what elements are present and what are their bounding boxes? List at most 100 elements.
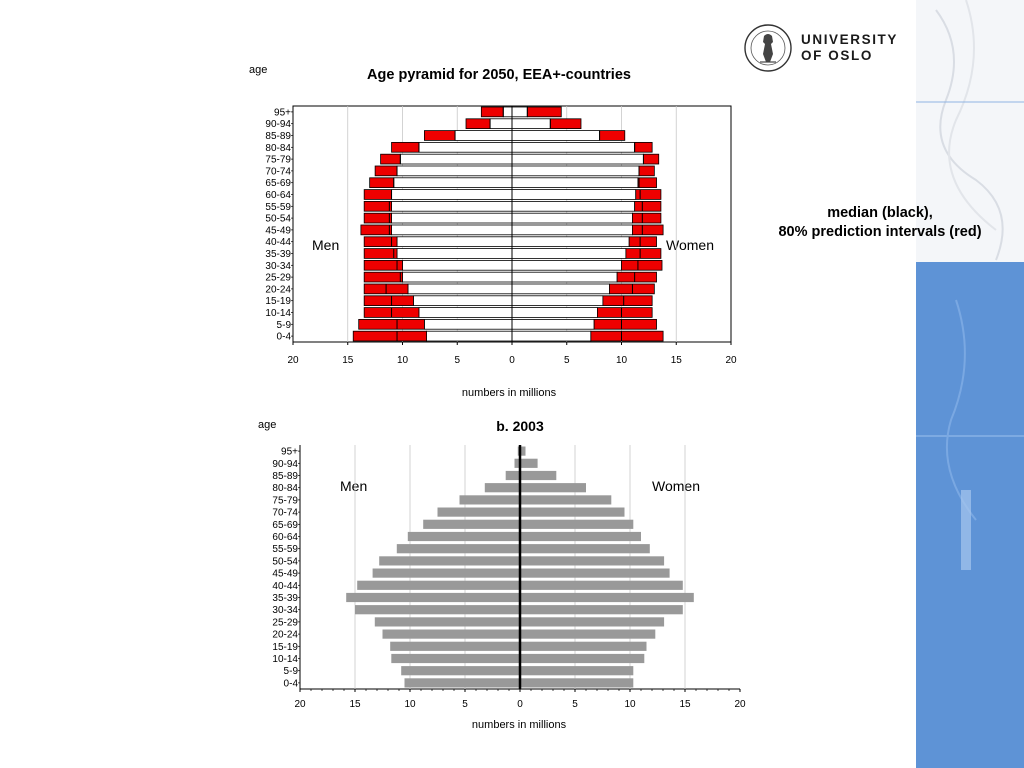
- x-tick-label: 5: [454, 355, 460, 366]
- chart-title: b. 2003: [496, 418, 544, 434]
- men-bar-70-74: [437, 507, 520, 517]
- women-bar-80-84: [520, 483, 586, 493]
- x-axis-label: numbers in millions: [462, 387, 557, 399]
- men-interval-15-19: [363, 295, 414, 306]
- x-tick-label: 20: [725, 355, 737, 366]
- x-tick-label: 20: [287, 355, 299, 366]
- men-interval-50-54: [363, 212, 392, 224]
- age-group-label: 25-29: [265, 273, 291, 284]
- age-group-label: 55-59: [265, 202, 291, 213]
- women-interval-20-24: [609, 283, 655, 295]
- men-label: Men: [340, 478, 367, 494]
- logo-line-1: UNIVERSITY: [801, 32, 899, 47]
- x-tick-label: 5: [564, 355, 570, 366]
- men-interval-40-44: [363, 236, 398, 248]
- women-bar-10-14: [520, 653, 645, 664]
- age-group-label: 30-34: [265, 261, 291, 272]
- men-bar-25-29: [374, 617, 520, 627]
- age-group-label: 60-64: [272, 532, 298, 543]
- age-group-label: 25-29: [272, 617, 298, 628]
- age-group-label: 40-44: [272, 581, 298, 592]
- men-bar-85-89: [505, 470, 520, 481]
- age-group-label: 70-74: [265, 166, 291, 177]
- women-interval-30-34: [621, 259, 663, 271]
- men-bar-65-69: [423, 519, 520, 529]
- age-group-label: 65-69: [272, 520, 298, 531]
- women-bar-15-19: [520, 641, 647, 651]
- men-bar-15-19: [390, 641, 520, 651]
- men-bar-50-54: [379, 556, 520, 566]
- age-axis-label: age: [258, 419, 276, 431]
- men-bar-30-34: [355, 605, 520, 615]
- men-bar-80-84: [484, 483, 520, 493]
- men-bar-90-94: [514, 458, 520, 468]
- age-group-label: 50-54: [265, 214, 291, 225]
- age-axis-label: age: [249, 64, 267, 76]
- men-interval-55-59: [363, 200, 392, 212]
- women-interval-50-54: [632, 212, 662, 224]
- age-group-label: 55-59: [272, 544, 298, 555]
- men-bar-45-49: [372, 568, 520, 578]
- women-interval-35-39: [625, 248, 662, 259]
- x-tick-label: 10: [404, 699, 416, 710]
- x-tick-label: 0: [509, 355, 515, 366]
- men-bar-55-59: [396, 544, 520, 554]
- median-note-line-2: 80% prediction intervals (red): [778, 224, 982, 240]
- men-interval-30-34: [363, 259, 403, 271]
- university-logo: UNIVERSITY OF OSLO: [743, 22, 903, 74]
- men-label: Men: [312, 237, 339, 253]
- age-group-label: 40-44: [265, 237, 291, 248]
- university-name: UNIVERSITY OF OSLO: [801, 32, 898, 64]
- logo-line-2: OF OSLO: [801, 48, 873, 63]
- men-interval-35-39: [363, 248, 398, 259]
- men-bar-0-4: [404, 678, 520, 688]
- age-group-label: 15-19: [265, 296, 291, 307]
- men-bar-10-14: [391, 653, 520, 664]
- men-bar-40-44: [357, 580, 520, 590]
- women-interval-0-4: [590, 330, 664, 342]
- men-bar-75-79: [459, 495, 520, 505]
- age-group-label: 80-84: [265, 143, 291, 154]
- x-tick-label: 15: [349, 699, 361, 710]
- age-group-label: 0-4: [284, 678, 299, 689]
- women-bar-0-4: [520, 678, 634, 688]
- x-tick-label: 15: [671, 355, 683, 366]
- women-bar-65-69: [520, 519, 634, 529]
- age-group-label: 10-14: [265, 308, 291, 319]
- women-interval-15-19: [602, 295, 653, 306]
- women-bar-95+: [520, 446, 526, 456]
- women-bar-60-64: [520, 531, 641, 542]
- men-bar-35-39: [346, 592, 520, 603]
- age-group-label: 75-79: [272, 495, 298, 506]
- age-group-label: 85-89: [272, 471, 298, 482]
- age-group-label: 50-54: [272, 556, 298, 567]
- women-interval-25-29: [616, 271, 657, 283]
- x-tick-label: 5: [572, 699, 578, 710]
- university-seal-icon: [744, 24, 792, 72]
- x-tick-label: 20: [294, 699, 306, 710]
- women-interval-10-14: [597, 307, 653, 318]
- men-interval-0-4: [352, 330, 427, 342]
- age-group-label: 70-74: [272, 508, 298, 519]
- women-bar-20-24: [520, 629, 656, 639]
- decorative-side-panel: [916, 0, 1024, 768]
- women-label: Women: [652, 478, 700, 494]
- age-group-label: 45-49: [265, 225, 291, 236]
- women-interval-55-59: [634, 200, 662, 212]
- women-bar-70-74: [520, 507, 625, 517]
- women-bar-5-9: [520, 666, 634, 676]
- men-bar-20-24: [382, 629, 520, 639]
- men-bar-5-9: [401, 666, 520, 676]
- median-legend-note: median (black), 80% prediction intervals…: [745, 204, 1015, 242]
- women-interval-60-64: [635, 189, 662, 200]
- age-group-label: 90-94: [265, 119, 291, 130]
- age-group-label: 35-39: [265, 249, 291, 260]
- age-group-label: 30-34: [272, 605, 298, 616]
- women-interval-65-69: [637, 177, 657, 189]
- age-group-label: 20-24: [272, 630, 298, 641]
- women-bar-45-49: [520, 568, 670, 578]
- women-bar-50-54: [520, 556, 665, 566]
- men-interval-5-9: [358, 318, 425, 330]
